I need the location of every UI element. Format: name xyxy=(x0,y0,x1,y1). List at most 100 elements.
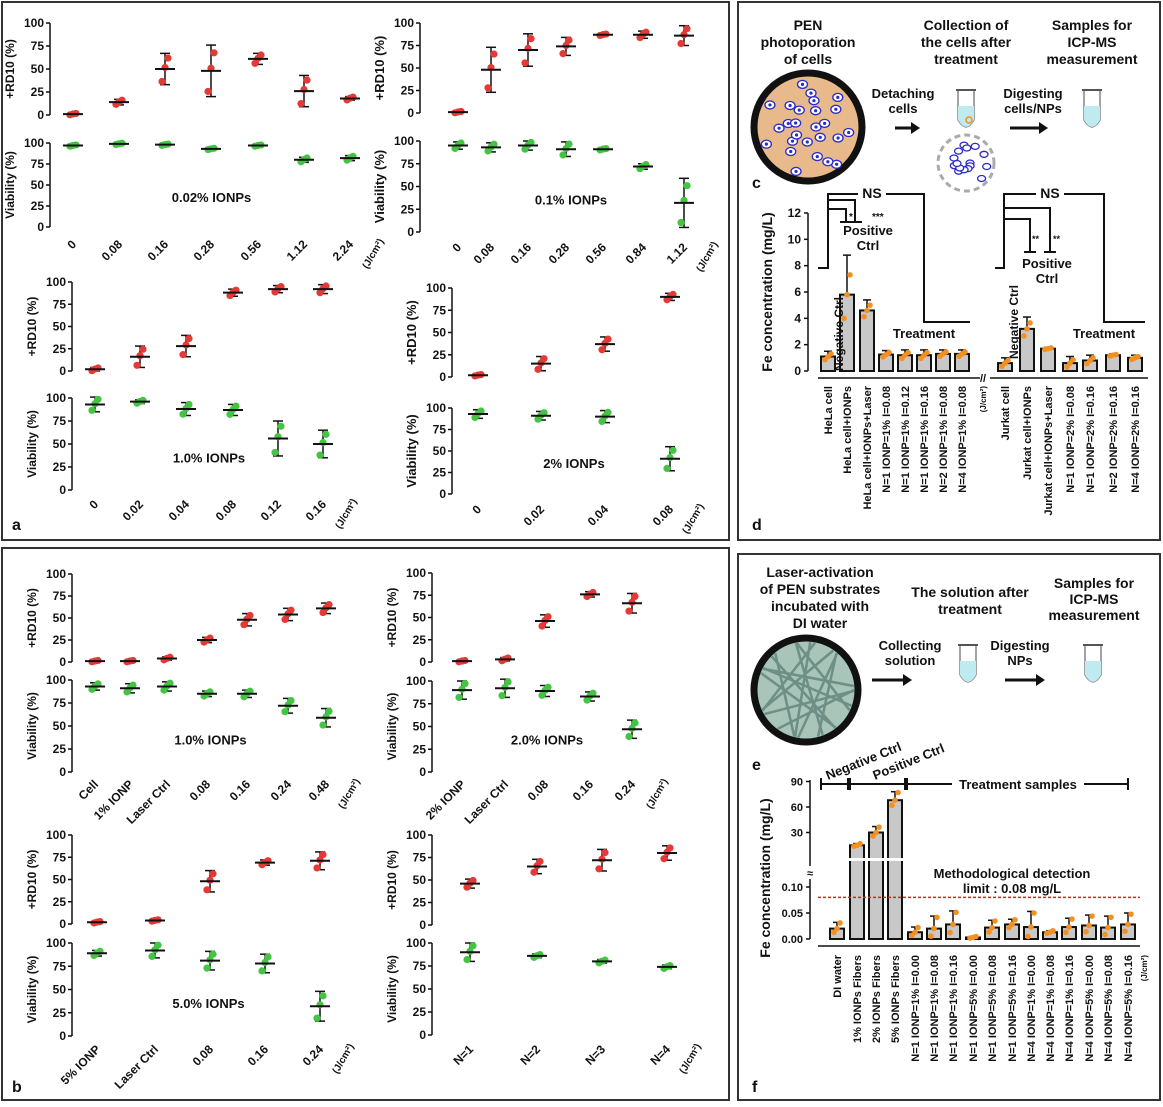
chart-d: 0 2 4 6 8 10 12 Fe concentration (mg/L) // HeLa c… xyxy=(759,184,1148,516)
data-point xyxy=(992,918,998,924)
significance-label: ** xyxy=(1032,234,1040,244)
positive-ctrl-label: Positive xyxy=(1022,256,1072,271)
arrow-label: Collecting xyxy=(879,638,942,653)
data-point xyxy=(873,829,879,836)
category-label: 0.16 xyxy=(508,240,535,267)
axis-break: // xyxy=(980,373,986,385)
category-label: 0.16 xyxy=(227,777,254,804)
category-label: 2% IONPs Fibers xyxy=(871,955,883,1043)
y-tick-label: 0 xyxy=(59,917,66,931)
unit-label: (J/cm²) xyxy=(678,1042,704,1076)
viability-data-point xyxy=(666,453,674,462)
unit-label: (J/cm²) xyxy=(361,237,387,271)
category-label: 0.56 xyxy=(583,240,610,267)
data-point xyxy=(1028,924,1034,930)
data-point xyxy=(1125,921,1131,928)
category-label: N=2 xyxy=(517,1042,543,1068)
rd10-axis-label: +RD10 (%) xyxy=(25,297,39,357)
category-label: 0.16 xyxy=(570,777,597,804)
data-point xyxy=(1108,914,1114,921)
negative-ctrl-label: Negative Ctrl xyxy=(1007,285,1021,359)
category-label: 0.08 xyxy=(213,497,240,524)
fiber-icon xyxy=(760,672,837,729)
ns-label-bg xyxy=(1036,184,1064,200)
cell-nucleus-icon xyxy=(818,135,822,139)
panel-letter-b: b xyxy=(12,1079,22,1096)
y-tick-label: 50 xyxy=(413,873,427,887)
treatment-label: Treatment xyxy=(893,326,956,341)
rd10-data-point xyxy=(595,865,603,873)
viability-axis-label: Viability (%) xyxy=(372,150,387,223)
category-label: N=4 IONP=1% I=0.00 xyxy=(1026,955,1038,1062)
category-label: N=1 IONP=1% I=0.08 xyxy=(929,955,941,1062)
category-label: N=1 IONP=1% I=0.16 xyxy=(919,386,931,493)
y-tick-label: 50 xyxy=(53,719,67,733)
rd10-data-point xyxy=(210,49,218,57)
viability-axis-label: Viability (%) xyxy=(385,955,399,1023)
category-label: N=1 IONP=2% I=0.08 xyxy=(1065,386,1077,493)
category-label: N=1 IONP=1% I=0.12 xyxy=(900,386,912,493)
y-tick-label: 75 xyxy=(401,157,415,171)
viability-data-point xyxy=(677,218,685,227)
unit-label: (J/cm²) xyxy=(331,1042,357,1076)
viability-data-point xyxy=(203,964,211,972)
step-label: ICP-MS xyxy=(1068,34,1117,50)
chart-title: 0.02% IONPs xyxy=(172,190,252,205)
category-label: 2% IONP xyxy=(423,777,468,822)
panel-letter-d: d xyxy=(752,517,762,534)
y-tick-label: 0 xyxy=(59,1029,66,1043)
cell-nucleus-icon xyxy=(800,82,805,86)
y-tick-label: 75 xyxy=(413,588,427,602)
y-tick-label: 25 xyxy=(53,895,67,909)
data-point xyxy=(889,802,895,809)
y-tick-label: 100 xyxy=(426,281,446,295)
data-point xyxy=(1128,911,1134,917)
category-label: N=1 IONP=5% I=0.08 xyxy=(987,955,999,1062)
category-label: 0.04 xyxy=(166,497,193,524)
category-label: N=1 IONP=2% I=0.16 xyxy=(1085,386,1097,493)
data-point xyxy=(1021,333,1027,339)
viability-data-point xyxy=(598,417,606,426)
unit-label: (J/cm²) xyxy=(695,240,721,274)
viability-data-point xyxy=(316,451,324,459)
y-tick-label: 75 xyxy=(53,297,67,311)
data-point xyxy=(928,933,934,939)
data-point xyxy=(1105,924,1111,931)
category-label: Laser Ctrl xyxy=(112,1042,162,1092)
y-tick-label: 25 xyxy=(413,1005,427,1019)
category-label: HeLa cell+IONPs xyxy=(842,386,854,474)
viability-data-point xyxy=(663,464,671,472)
y-tick-label: 100 xyxy=(406,674,426,688)
cell-nucleus-icon xyxy=(777,126,781,130)
cell-pellet xyxy=(965,116,973,124)
category-label: 0.24 xyxy=(268,777,295,804)
chart-title: 1.0% IONPs xyxy=(174,732,246,747)
data-point xyxy=(931,925,937,932)
unit-label: (J/cm²) xyxy=(337,777,363,811)
data-point xyxy=(902,352,908,359)
step-label: incubated with xyxy=(771,598,869,614)
chart-a3: 0 25 50 75 100 +RD10 (%) 0 25 50 75 100 Viability (… xyxy=(25,275,360,531)
y-tick-label: 0 xyxy=(794,364,801,378)
category-label: N=3 xyxy=(582,1042,608,1068)
tube-liquid xyxy=(1085,661,1101,682)
rd10-data-point xyxy=(319,850,327,859)
y-tick-label: 90 xyxy=(791,777,803,789)
viability-data-point xyxy=(469,942,477,950)
arrow-digesting xyxy=(1005,674,1045,686)
y-tick-label: 25 xyxy=(53,342,67,356)
viability-data-point xyxy=(319,721,327,729)
category-label: N=1 IONP=1% I=0.16 xyxy=(948,955,960,1062)
treatment-label-bg xyxy=(952,776,1084,792)
viability-axis-label: Viability (%) xyxy=(3,151,17,219)
category-label: 0.56 xyxy=(238,237,265,264)
detached-cell-icon xyxy=(953,147,964,155)
unit-label: (J/cm²) xyxy=(979,386,988,413)
cell-nucleus-icon xyxy=(789,149,793,154)
cell-nucleus-icon xyxy=(794,133,799,137)
data-point xyxy=(959,351,965,357)
viability-data-point xyxy=(631,719,639,727)
rd10-axis-label: +RD10 (%) xyxy=(372,36,387,101)
y-tick-label: 25 xyxy=(53,1006,67,1020)
